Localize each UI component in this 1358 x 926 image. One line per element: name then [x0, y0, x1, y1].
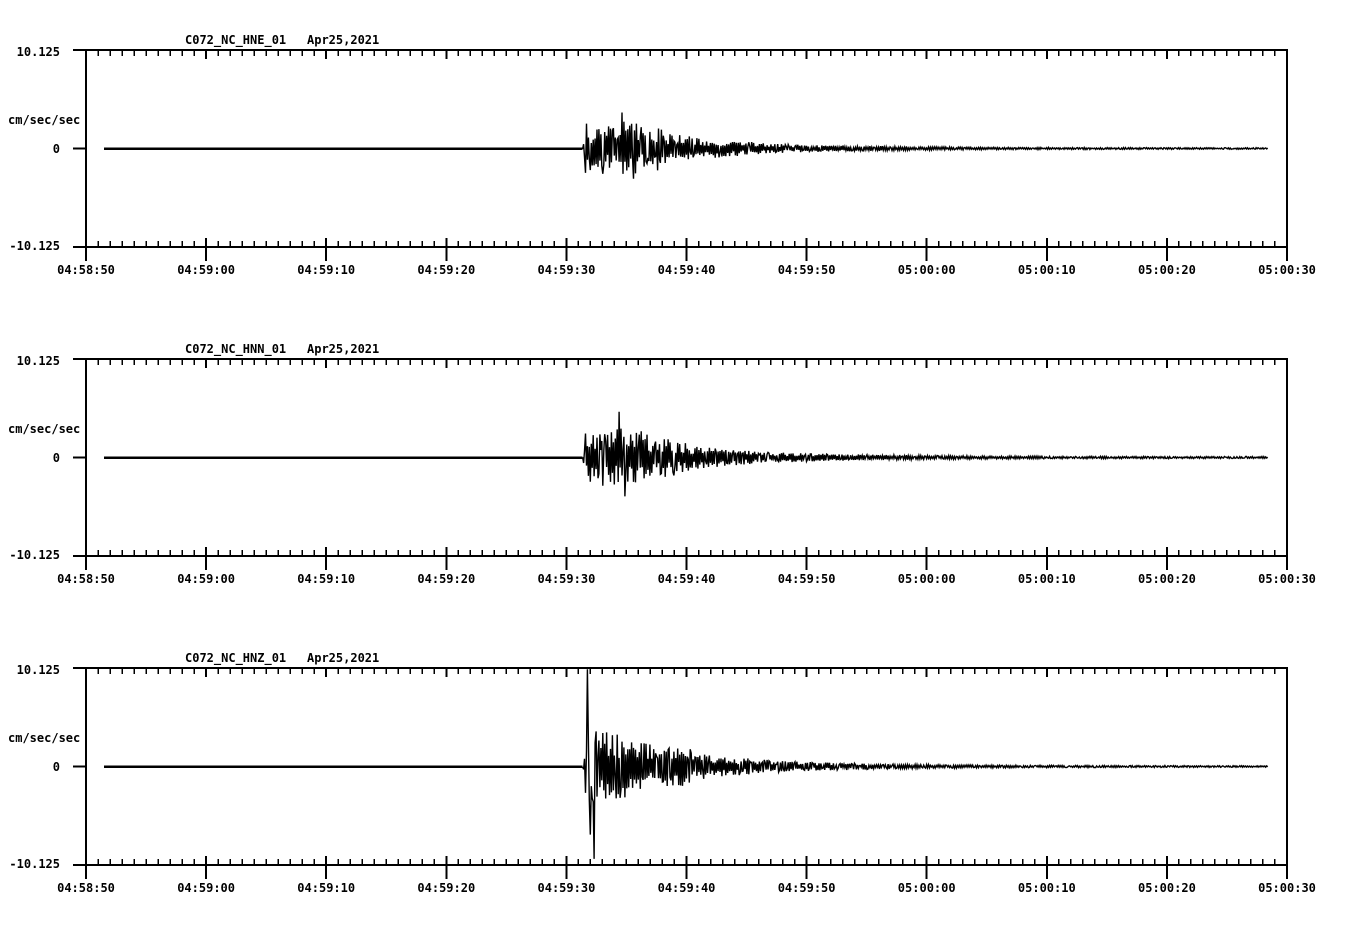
x-tick-label: 05:00:30	[1258, 263, 1316, 277]
x-tick-label: 04:58:50	[57, 572, 115, 586]
x-tick-label: 04:59:20	[417, 572, 476, 586]
station-channel-label: C072_NC_HNN_01	[185, 342, 287, 356]
x-tick-label: 04:59:20	[417, 881, 476, 895]
x-tick-label: 04:59:10	[297, 263, 356, 277]
date-label: Apr25,2021	[307, 33, 380, 47]
chart-title-row: C072_NC_HNN_01 Apr25,2021	[0, 343, 1358, 357]
y-tick-max-label: 10.125	[16, 663, 60, 677]
date-label: Apr25,2021	[307, 342, 380, 356]
y-tick-zero-label: 0	[52, 142, 60, 156]
y-axis-unit-label: cm/sec/sec	[8, 731, 81, 745]
x-tick-label: 05:00:20	[1137, 263, 1196, 277]
y-tick-min-label: -10.125	[9, 239, 60, 253]
x-tick-label: 05:00:30	[1258, 572, 1316, 586]
x-tick-label: 05:00:20	[1137, 881, 1196, 895]
y-tick-max-label: 10.125	[16, 354, 60, 368]
y-tick-zero-label: 0	[52, 451, 60, 465]
x-tick-label: 04:59:20	[417, 263, 476, 277]
station-channel-label: C072_NC_HNE_01	[185, 33, 287, 47]
y-axis-unit-label: cm/sec/sec	[8, 422, 81, 436]
seismogram-chart-hne: C072_NC_HNE_01 Apr25,2021 10.125 cm/sec/…	[0, 0, 1358, 308]
x-tick-label: 05:00:00	[897, 263, 956, 277]
waveform-plot-hnn	[73, 358, 1288, 570]
waveform-plot-hnz	[73, 667, 1288, 879]
seismogram-chart-hnz: C072_NC_HNZ_01 Apr25,2021 10.125 cm/sec/…	[0, 618, 1358, 926]
date-label: Apr25,2021	[307, 651, 380, 665]
chart-title-row: C072_NC_HNZ_01 Apr25,2021	[0, 652, 1358, 666]
x-tick-label: 04:59:40	[657, 263, 716, 277]
y-tick-min-label: -10.125	[9, 548, 60, 562]
x-tick-label: 05:00:20	[1137, 572, 1196, 586]
x-tick-label: 04:59:30	[537, 572, 596, 586]
x-tick-label: 05:00:10	[1017, 572, 1076, 586]
x-tick-label: 04:59:00	[177, 881, 235, 895]
x-tick-label: 04:59:50	[777, 572, 836, 586]
seismic-waveform-trace	[581, 669, 1269, 859]
x-tick-label: 04:59:00	[177, 263, 235, 277]
y-axis-unit-label: cm/sec/sec	[8, 113, 81, 127]
x-tick-label: 05:00:10	[1017, 881, 1076, 895]
x-tick-label: 05:00:10	[1017, 263, 1076, 277]
x-tick-label: 05:00:00	[897, 572, 956, 586]
x-tick-label: 05:00:30	[1258, 881, 1316, 895]
y-tick-max-label: 10.125	[16, 45, 60, 59]
seismic-waveform-trace	[581, 411, 1269, 497]
x-tick-label: 04:59:40	[657, 572, 716, 586]
x-tick-label: 04:58:50	[57, 881, 115, 895]
y-tick-min-label: -10.125	[9, 857, 60, 871]
x-tick-label: 04:59:10	[297, 881, 356, 895]
x-tick-label: 04:59:40	[657, 881, 716, 895]
x-tick-label: 04:59:50	[777, 263, 836, 277]
waveform-plot-hne	[73, 49, 1288, 261]
x-tick-label: 05:00:00	[897, 881, 956, 895]
y-tick-zero-label: 0	[52, 760, 60, 774]
x-tick-label: 04:59:30	[537, 881, 596, 895]
x-tick-label: 04:58:50	[57, 263, 115, 277]
chart-title-row: C072_NC_HNE_01 Apr25,2021	[0, 34, 1358, 48]
x-tick-label: 04:59:30	[537, 263, 596, 277]
seismic-waveform-trace	[581, 112, 1269, 179]
x-tick-label: 04:59:50	[777, 881, 836, 895]
station-channel-label: C072_NC_HNZ_01	[185, 651, 287, 665]
seismogram-chart-hnn: C072_NC_HNN_01 Apr25,2021 10.125 cm/sec/…	[0, 309, 1358, 617]
x-tick-label: 04:59:10	[297, 572, 356, 586]
x-tick-label: 04:59:00	[177, 572, 235, 586]
